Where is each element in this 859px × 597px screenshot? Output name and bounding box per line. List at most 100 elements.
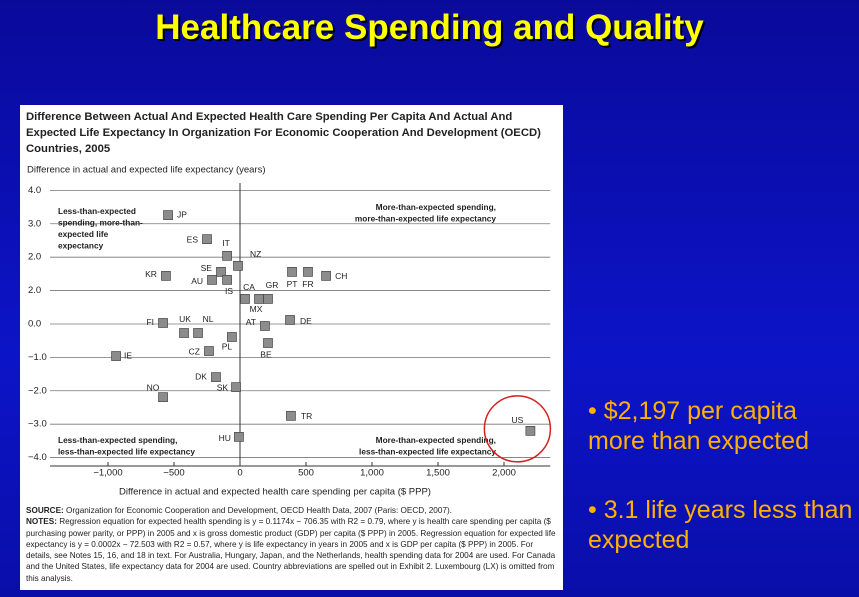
x-tick-label: 2,000 [492, 468, 516, 479]
y-tick-label: −4.0 [28, 452, 47, 463]
point-label: PL [222, 341, 233, 351]
chart-panel: Difference Between Actual And Expected H… [20, 105, 563, 590]
notes-label: NOTES: [26, 517, 57, 527]
bullet: • $2,197 per capita more than expected [588, 397, 809, 455]
point [163, 210, 173, 220]
bullet-text: 3.1 life years less than expected [588, 496, 853, 554]
point [287, 267, 297, 277]
quadrant-note: More-than-expected spending, [376, 435, 496, 445]
point [303, 267, 313, 277]
x-tick-label: 500 [298, 468, 314, 479]
y-axis-title: Difference in actual and expected life e… [27, 165, 266, 176]
point [525, 426, 536, 436]
point-label: FI [146, 317, 154, 327]
quadrant-note: Less-than-expected spending, [58, 435, 177, 445]
notes-text: Regression equation for expected health … [26, 517, 556, 583]
point-label: SK [217, 382, 229, 392]
quadrant-note: spending, more-than- [58, 218, 143, 228]
slide-title: Healthcare Spending and Quality [155, 8, 704, 47]
point [254, 294, 264, 304]
x-tick-label: 0 [237, 468, 242, 479]
chart-title: Difference Between Actual And Expected H… [26, 111, 541, 155]
point [260, 321, 270, 331]
source-text: Organization for Economic Cooperation an… [66, 506, 452, 515]
point-label: TR [301, 411, 312, 421]
point [233, 261, 243, 271]
point-label: CZ [189, 346, 200, 356]
point-label: FR [302, 279, 313, 289]
point-label: NL [203, 314, 214, 324]
quadrant-note: less-than-expected life expectancy [58, 447, 195, 457]
point-label: KR [145, 269, 157, 279]
point-label: AT [246, 317, 256, 327]
point-label: ES [187, 234, 199, 244]
highlight-circle [483, 395, 552, 463]
x-tick-label: −500 [163, 468, 184, 479]
point [286, 410, 296, 421]
point [240, 294, 250, 304]
quadrant-note: expectancy [58, 241, 104, 251]
quadrant-note: less-than-expected life expectancy [359, 447, 496, 457]
point [234, 432, 244, 442]
bullet-text: $2,197 per capita more than expected [588, 397, 809, 455]
quadrant-note: Less-than-expected [58, 206, 136, 216]
y-tick-label: 0.0 [28, 318, 41, 329]
y-tick-label: −3.0 [28, 419, 47, 430]
point [222, 250, 232, 261]
point-label: SE [201, 263, 213, 273]
point [263, 338, 273, 348]
point [111, 351, 121, 361]
point-label: UK [179, 314, 191, 324]
point-label: IE [124, 350, 132, 360]
point-label: NZ [250, 249, 261, 259]
point-label: BE [260, 349, 272, 359]
chart: Difference in actual and expected life e… [27, 165, 552, 498]
point-label: US [511, 415, 523, 425]
point [263, 294, 273, 304]
y-tick-label: 3.0 [28, 218, 41, 229]
source-label: SOURCE: [26, 506, 64, 515]
point-label: AU [191, 276, 203, 286]
point [204, 346, 214, 356]
point [227, 332, 237, 342]
point [222, 275, 232, 285]
point-label: IS [225, 286, 233, 296]
point [231, 382, 241, 392]
point [321, 271, 331, 281]
point [158, 392, 168, 402]
quadrant-note: more-than-expected life expectancy [355, 214, 496, 224]
y-tick-label: 2.0 [28, 285, 41, 296]
point [193, 328, 203, 338]
x-tick-label: 1,000 [360, 468, 384, 479]
point-label: DE [300, 316, 312, 326]
y-tick-label: 2.0 [28, 252, 41, 263]
point [161, 271, 171, 281]
point-label: GR [266, 280, 279, 290]
point-label: HU [219, 433, 231, 443]
y-tick-label: −1.0 [28, 352, 47, 363]
y-tick-label: 4.0 [28, 185, 41, 196]
point [202, 234, 212, 244]
point-label: MX [250, 304, 263, 314]
point-label: JP [177, 209, 187, 219]
point [179, 328, 189, 338]
point-label: CA [243, 282, 255, 292]
point [158, 318, 168, 328]
point [211, 372, 221, 382]
point-label: DK [195, 371, 207, 381]
x-tick-label: −1,000 [93, 468, 122, 479]
point [216, 267, 226, 277]
point-label: PT [287, 279, 298, 289]
notes: SOURCE: Organization for Economic Cooper… [26, 505, 556, 584]
bullet: • 3.1 life years less than expected [588, 496, 853, 554]
point-label: IT [222, 238, 230, 248]
x-tick-label: 1,500 [426, 468, 450, 479]
y-tick-label: −2.0 [28, 385, 47, 396]
quadrant-note: More-than-expected spending, [376, 202, 496, 212]
x-axis-title: Difference in actual and expected health… [119, 487, 431, 498]
quadrant-note: expected life [58, 229, 109, 239]
point [285, 315, 295, 325]
point [207, 275, 217, 285]
point-label: NO [147, 382, 160, 392]
